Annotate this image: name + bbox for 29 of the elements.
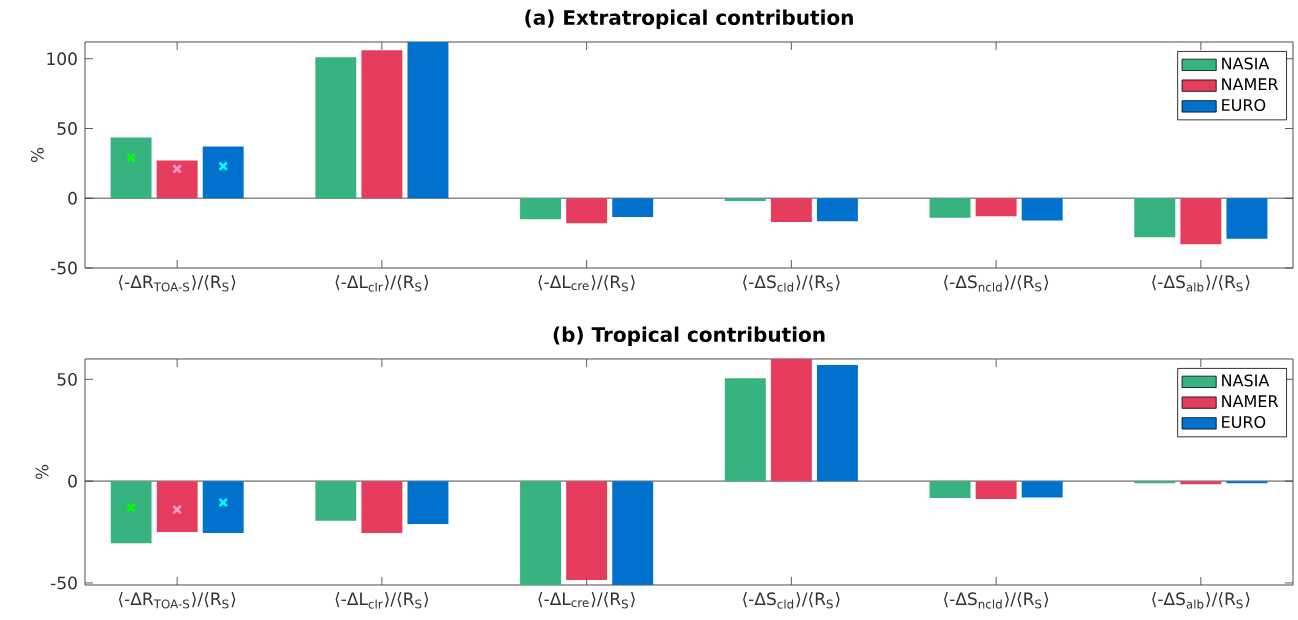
x-tick-label: ⟨-ΔS$_{cld}$⟩/⟨R$_{S}$⟩ (743, 592, 840, 609)
y-tick-label: 100 (47, 52, 77, 66)
x-tick-label: ⟨-ΔS$_{ncld}$⟩/⟨R$_{S}$⟩ (944, 275, 1049, 292)
x-tick-label: ⟨-ΔR$_{TOA-S}$⟩/⟨R$_{S}$⟩ (118, 275, 236, 292)
y-axis-title: % (35, 464, 49, 480)
y-tick-label: 50 (57, 122, 77, 135)
x-tick-label: ⟨-ΔL$_{clr}$⟩/⟨R$_{S}$⟩ (335, 275, 429, 292)
legend-label: NAMER (1222, 78, 1279, 90)
y-tick-label: -50 (50, 261, 77, 275)
x-tick-label: ⟨-ΔL$_{clr}$⟩/⟨R$_{S}$⟩ (335, 592, 429, 609)
legend-label: NASIA (1222, 57, 1270, 70)
y-tick-label: -50 (50, 576, 77, 590)
legend-label: EURO (1222, 98, 1266, 112)
y-tick-label: 0 (68, 474, 77, 488)
x-tick-label: ⟨-ΔL$_{cre}$⟩/⟨R$_{S}$⟩ (538, 275, 635, 292)
x-tick-label: ⟨-ΔS$_{cld}$⟩/⟨R$_{S}$⟩ (743, 275, 840, 292)
y-tick-label: 50 (57, 372, 77, 386)
y-tick-label: 0 (68, 191, 77, 205)
x-tick-label: ⟨-ΔS$_{ncld}$⟩/⟨R$_{S}$⟩ (944, 592, 1049, 609)
legend-label: NAMER (1222, 395, 1279, 407)
x-tick-label: ⟨-ΔS$_{alb}$⟩/⟨R$_{S}$⟩ (1152, 275, 1250, 292)
chart-title: (a) Extratropical contribution (525, 9, 853, 29)
chart-title: (b) Tropical contribution (553, 326, 825, 346)
x-tick-label: ⟨-ΔS$_{alb}$⟩/⟨R$_{S}$⟩ (1152, 592, 1250, 609)
y-axis-title: % (30, 147, 44, 163)
legend-label: NASIA (1222, 374, 1270, 387)
x-tick-label: ⟨-ΔL$_{cre}$⟩/⟨R$_{S}$⟩ (538, 592, 635, 609)
legend-label: EURO (1222, 415, 1266, 429)
x-tick-label: ⟨-ΔR$_{TOA-S}$⟩/⟨R$_{S}$⟩ (118, 592, 236, 609)
